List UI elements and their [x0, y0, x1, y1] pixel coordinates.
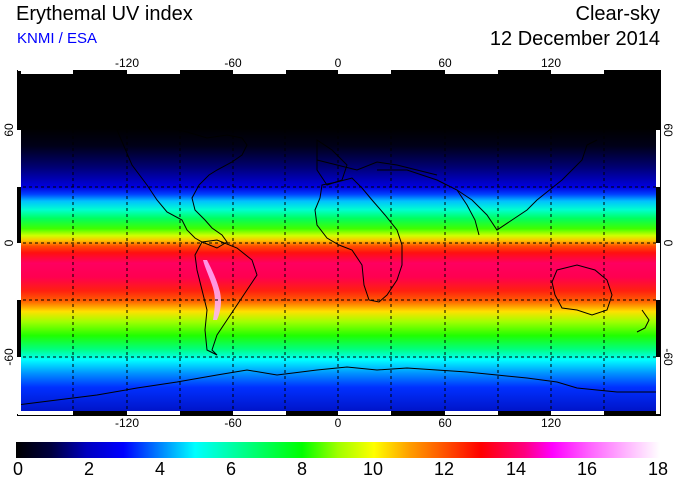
uv-index-map: [17, 70, 660, 415]
sky-condition: Clear-sky: [575, 3, 660, 25]
lon-label-bottom: 120: [540, 416, 562, 430]
lon-label-bottom: 0: [334, 416, 342, 430]
colorbar-tick: 8: [296, 459, 308, 479]
chart-title: Erythemal UV index: [16, 3, 193, 25]
colorbar-tick: 10: [362, 459, 384, 479]
lon-label-top: -60: [224, 56, 242, 70]
lat-label-left: 60: [2, 123, 16, 137]
colorbar-tick: 2: [83, 459, 95, 479]
lat-label-left: -60: [2, 348, 16, 366]
colorbar-tick: 6: [225, 459, 237, 479]
colorbar-tick: 4: [154, 459, 166, 479]
colorbar-tick: 18: [647, 459, 669, 479]
source-credit: KNMI / ESA: [17, 30, 98, 47]
colorbar-tick: 14: [505, 459, 527, 479]
uv-colorbar: [16, 442, 660, 458]
colorbar-tick: 0: [12, 459, 24, 479]
lon-label-bottom: -60: [224, 416, 242, 430]
lat-label-right: 0: [661, 239, 675, 247]
lon-label-top: 0: [334, 56, 342, 70]
lat-label-right: -60: [661, 348, 675, 366]
lon-label-top: 60: [438, 56, 452, 70]
colorbar-tick: 16: [576, 459, 598, 479]
lon-label-top: 120: [540, 56, 562, 70]
lat-label-left: 0: [2, 239, 16, 247]
date-label: 12 December 2014: [489, 28, 660, 50]
lon-label-bottom: 60: [438, 416, 452, 430]
lon-label-top: -120: [114, 56, 140, 70]
lon-label-bottom: -120: [114, 416, 140, 430]
lat-label-right: 60: [661, 123, 675, 137]
colorbar-tick: 12: [433, 459, 455, 479]
